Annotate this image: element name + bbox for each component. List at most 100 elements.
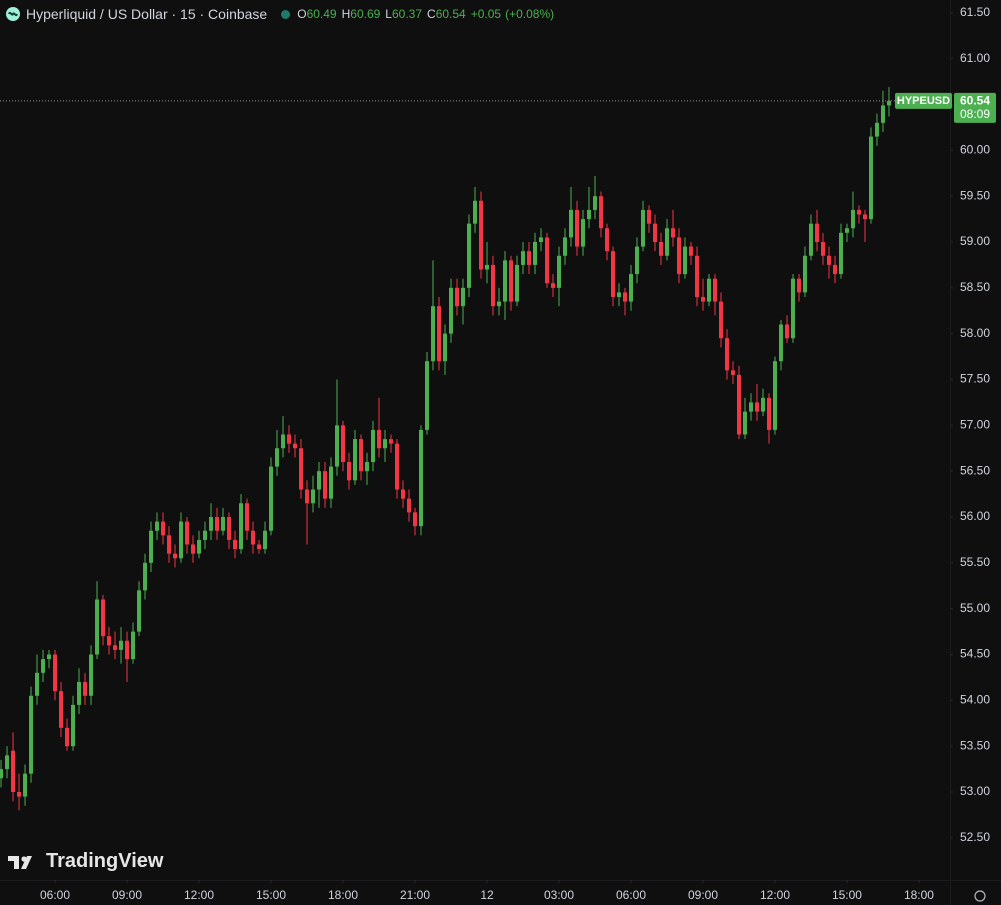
candle-body [251, 530, 256, 545]
symbol-title[interactable]: Hyperliquid / US Dollar · 15 · Coinbase [26, 6, 268, 22]
candle-body [131, 631, 136, 660]
candle-body [508, 260, 513, 302]
x-tick-label: 09:00 [688, 888, 718, 902]
candle-body [778, 324, 783, 362]
logo[interactable]: TradingView [8, 850, 163, 873]
candle-body [35, 672, 40, 696]
candle-body [760, 397, 765, 412]
candle-body [808, 223, 813, 256]
candle-body [269, 466, 274, 531]
candle-body [371, 429, 376, 462]
x-tick-label: 15:00 [256, 888, 286, 902]
candle-body [646, 209, 651, 224]
y-tick-label: 56.00 [960, 509, 990, 523]
candle-body [419, 429, 424, 527]
x-tick-label: 18:00 [904, 888, 934, 902]
x-tick-label: 12:00 [760, 888, 790, 902]
candle-body [838, 232, 843, 275]
candle-body [263, 530, 268, 550]
candle-body [736, 374, 741, 435]
candle-body [161, 521, 166, 536]
candle-body [634, 246, 639, 275]
y-tick-label: 52.50 [960, 830, 990, 844]
candle-body [113, 645, 118, 650]
candle-body [293, 443, 298, 449]
candle-body [143, 562, 148, 591]
candle-body [682, 246, 687, 275]
candle-body [742, 411, 747, 435]
y-tick-label: 55.50 [960, 555, 990, 569]
candle-body [89, 654, 94, 696]
y-tick-label: 58.00 [960, 326, 990, 340]
candle-body [449, 287, 454, 334]
candle-body [820, 242, 825, 256]
candle-body [802, 255, 807, 293]
candle-body [694, 255, 699, 297]
countdown: 08:09 [960, 107, 990, 121]
y-tick-label: 58.50 [960, 280, 990, 294]
candle-body [562, 237, 567, 256]
candle-body [305, 489, 310, 504]
candle-body [580, 219, 585, 247]
y-tick-label: 60.00 [960, 143, 990, 157]
candle-body [191, 544, 196, 554]
candle-body [502, 260, 507, 302]
candle-body [526, 251, 531, 265]
candle-body [209, 517, 214, 531]
price-tag-bg [954, 92, 996, 123]
x-tick-label: 06:00 [616, 888, 646, 902]
candle-body [461, 287, 466, 307]
candle-body [365, 462, 370, 472]
candle-body [568, 209, 573, 238]
candle-body [377, 429, 382, 449]
y-tick-label: 59.00 [960, 234, 990, 248]
candle-body [874, 122, 879, 137]
candle-body [652, 223, 657, 242]
candle-body [221, 517, 226, 531]
candle-body [532, 242, 537, 265]
symbol-tag: HYPEUSD [897, 95, 950, 107]
candle-body [125, 640, 130, 660]
candle-body [514, 264, 519, 302]
candle-body [790, 278, 795, 339]
candle-body [317, 471, 322, 490]
candle-body [173, 553, 178, 559]
candle-body [520, 251, 525, 265]
candle-body [467, 223, 472, 288]
candle-body [431, 306, 436, 362]
candle-body [455, 287, 460, 307]
candle-body [401, 489, 406, 499]
candle-body [29, 695, 34, 774]
x-tick-label: 12 [480, 888, 494, 902]
market-status[interactable] [281, 9, 291, 19]
y-tick-label: 57.00 [960, 418, 990, 432]
candle-body [179, 521, 184, 559]
y-tick-label: 53.00 [960, 784, 990, 798]
settings-icon[interactable] [974, 890, 986, 902]
price-tag: 60.54 [960, 94, 990, 108]
candle-body [383, 439, 388, 449]
candle-body [5, 755, 10, 770]
y-tick-label: 59.50 [960, 188, 990, 202]
x-tick-label: 03:00 [544, 888, 574, 902]
y-tick-label: 55.00 [960, 601, 990, 615]
candle-body [71, 704, 76, 747]
candle-body [688, 246, 693, 256]
candle-body [766, 397, 771, 430]
candle-body [484, 264, 489, 270]
candle-body [670, 228, 675, 238]
candle-body [77, 682, 82, 705]
candle-body [832, 264, 837, 275]
candle-body [407, 498, 412, 513]
candle-body [544, 237, 549, 284]
candle-body [53, 654, 58, 692]
candle-body [598, 196, 603, 229]
candle-body [425, 361, 430, 430]
candle-body [826, 255, 831, 265]
y-tick-label: 53.50 [960, 738, 990, 752]
candle-body [119, 640, 124, 650]
candle-body [329, 466, 334, 499]
candle-body [478, 200, 483, 270]
symbol-icon [6, 7, 20, 21]
